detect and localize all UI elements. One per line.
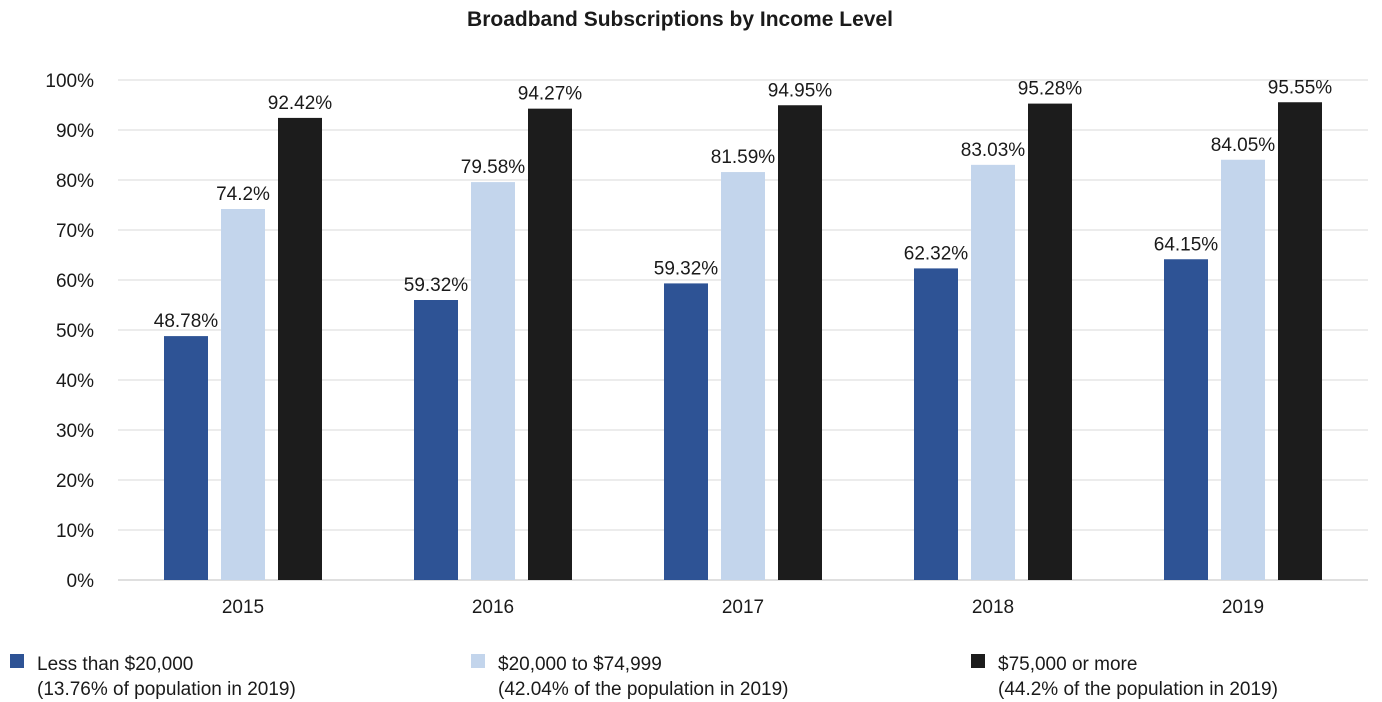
data-label: 79.58% <box>461 157 526 178</box>
y-tick-label: 60% <box>56 271 94 292</box>
y-tick-label: 0% <box>67 571 95 592</box>
bar <box>221 209 265 580</box>
legend-label: $20,000 to $74,999 <box>498 654 662 675</box>
data-label: 94.27% <box>518 84 583 105</box>
data-label: 94.95% <box>768 80 833 101</box>
bar <box>1278 102 1322 580</box>
x-tick-label: 2016 <box>472 597 514 618</box>
bar <box>971 164 1015 580</box>
legend-label: Less than $20,000 <box>37 654 194 675</box>
data-label: 92.42% <box>268 93 333 114</box>
data-label: 83.03% <box>961 140 1026 161</box>
bar <box>778 105 822 580</box>
data-label: 95.55% <box>1268 77 1333 98</box>
y-tick-label: 30% <box>56 421 94 442</box>
x-tick-label: 2019 <box>1222 597 1264 618</box>
data-label: 84.05% <box>1211 135 1276 156</box>
legend-swatch-middle-income <box>471 654 485 668</box>
bar <box>721 172 765 581</box>
bar <box>1028 103 1072 580</box>
y-tick-label: 20% <box>56 471 94 492</box>
x-tick-label: 2017 <box>722 597 764 618</box>
data-label: 59.32% <box>654 258 719 279</box>
data-label: 64.15% <box>1154 234 1219 255</box>
data-label: 81.59% <box>711 147 776 168</box>
legend-label: $75,000 or more <box>998 654 1138 675</box>
y-tick-label: 70% <box>56 221 94 242</box>
y-tick-label: 80% <box>56 171 94 192</box>
data-label: 74.2% <box>216 184 270 205</box>
chart-title: Broadband Subscriptions by Income Level <box>467 8 893 31</box>
bar <box>164 336 208 580</box>
y-tick-label: 90% <box>56 121 94 142</box>
bar <box>528 108 572 581</box>
y-tick-label: 10% <box>56 521 94 542</box>
bar <box>1164 259 1208 580</box>
data-label: 59.32% <box>404 275 469 296</box>
bar <box>471 182 515 580</box>
legend-note: (13.76% of population in 2019) <box>37 679 296 700</box>
data-label: 48.78% <box>154 311 219 332</box>
y-tick-label: 40% <box>56 371 94 392</box>
data-label: 95.28% <box>1018 79 1083 100</box>
x-tick-label: 2015 <box>222 597 264 618</box>
data-label: 62.32% <box>904 243 969 264</box>
bar-chart: 0% 10% 20% 30% 40% 50% 60% 70% 80% 90% 100% 2015 48.… <box>45 71 1368 618</box>
y-tick-label: 50% <box>56 321 94 342</box>
x-tick-label: 2018 <box>972 597 1014 618</box>
legend-note: (44.2% of the population in 2019) <box>998 679 1278 700</box>
legend-note: (42.04% of the population in 2019) <box>498 679 789 700</box>
bar <box>414 300 458 580</box>
y-tick-label: 100% <box>45 71 94 92</box>
legend-swatch-high-income <box>971 654 985 668</box>
legend-swatch-low-income <box>10 654 24 668</box>
bar <box>278 117 322 581</box>
bar <box>914 268 958 580</box>
bar <box>664 283 708 580</box>
bar <box>1221 159 1265 580</box>
